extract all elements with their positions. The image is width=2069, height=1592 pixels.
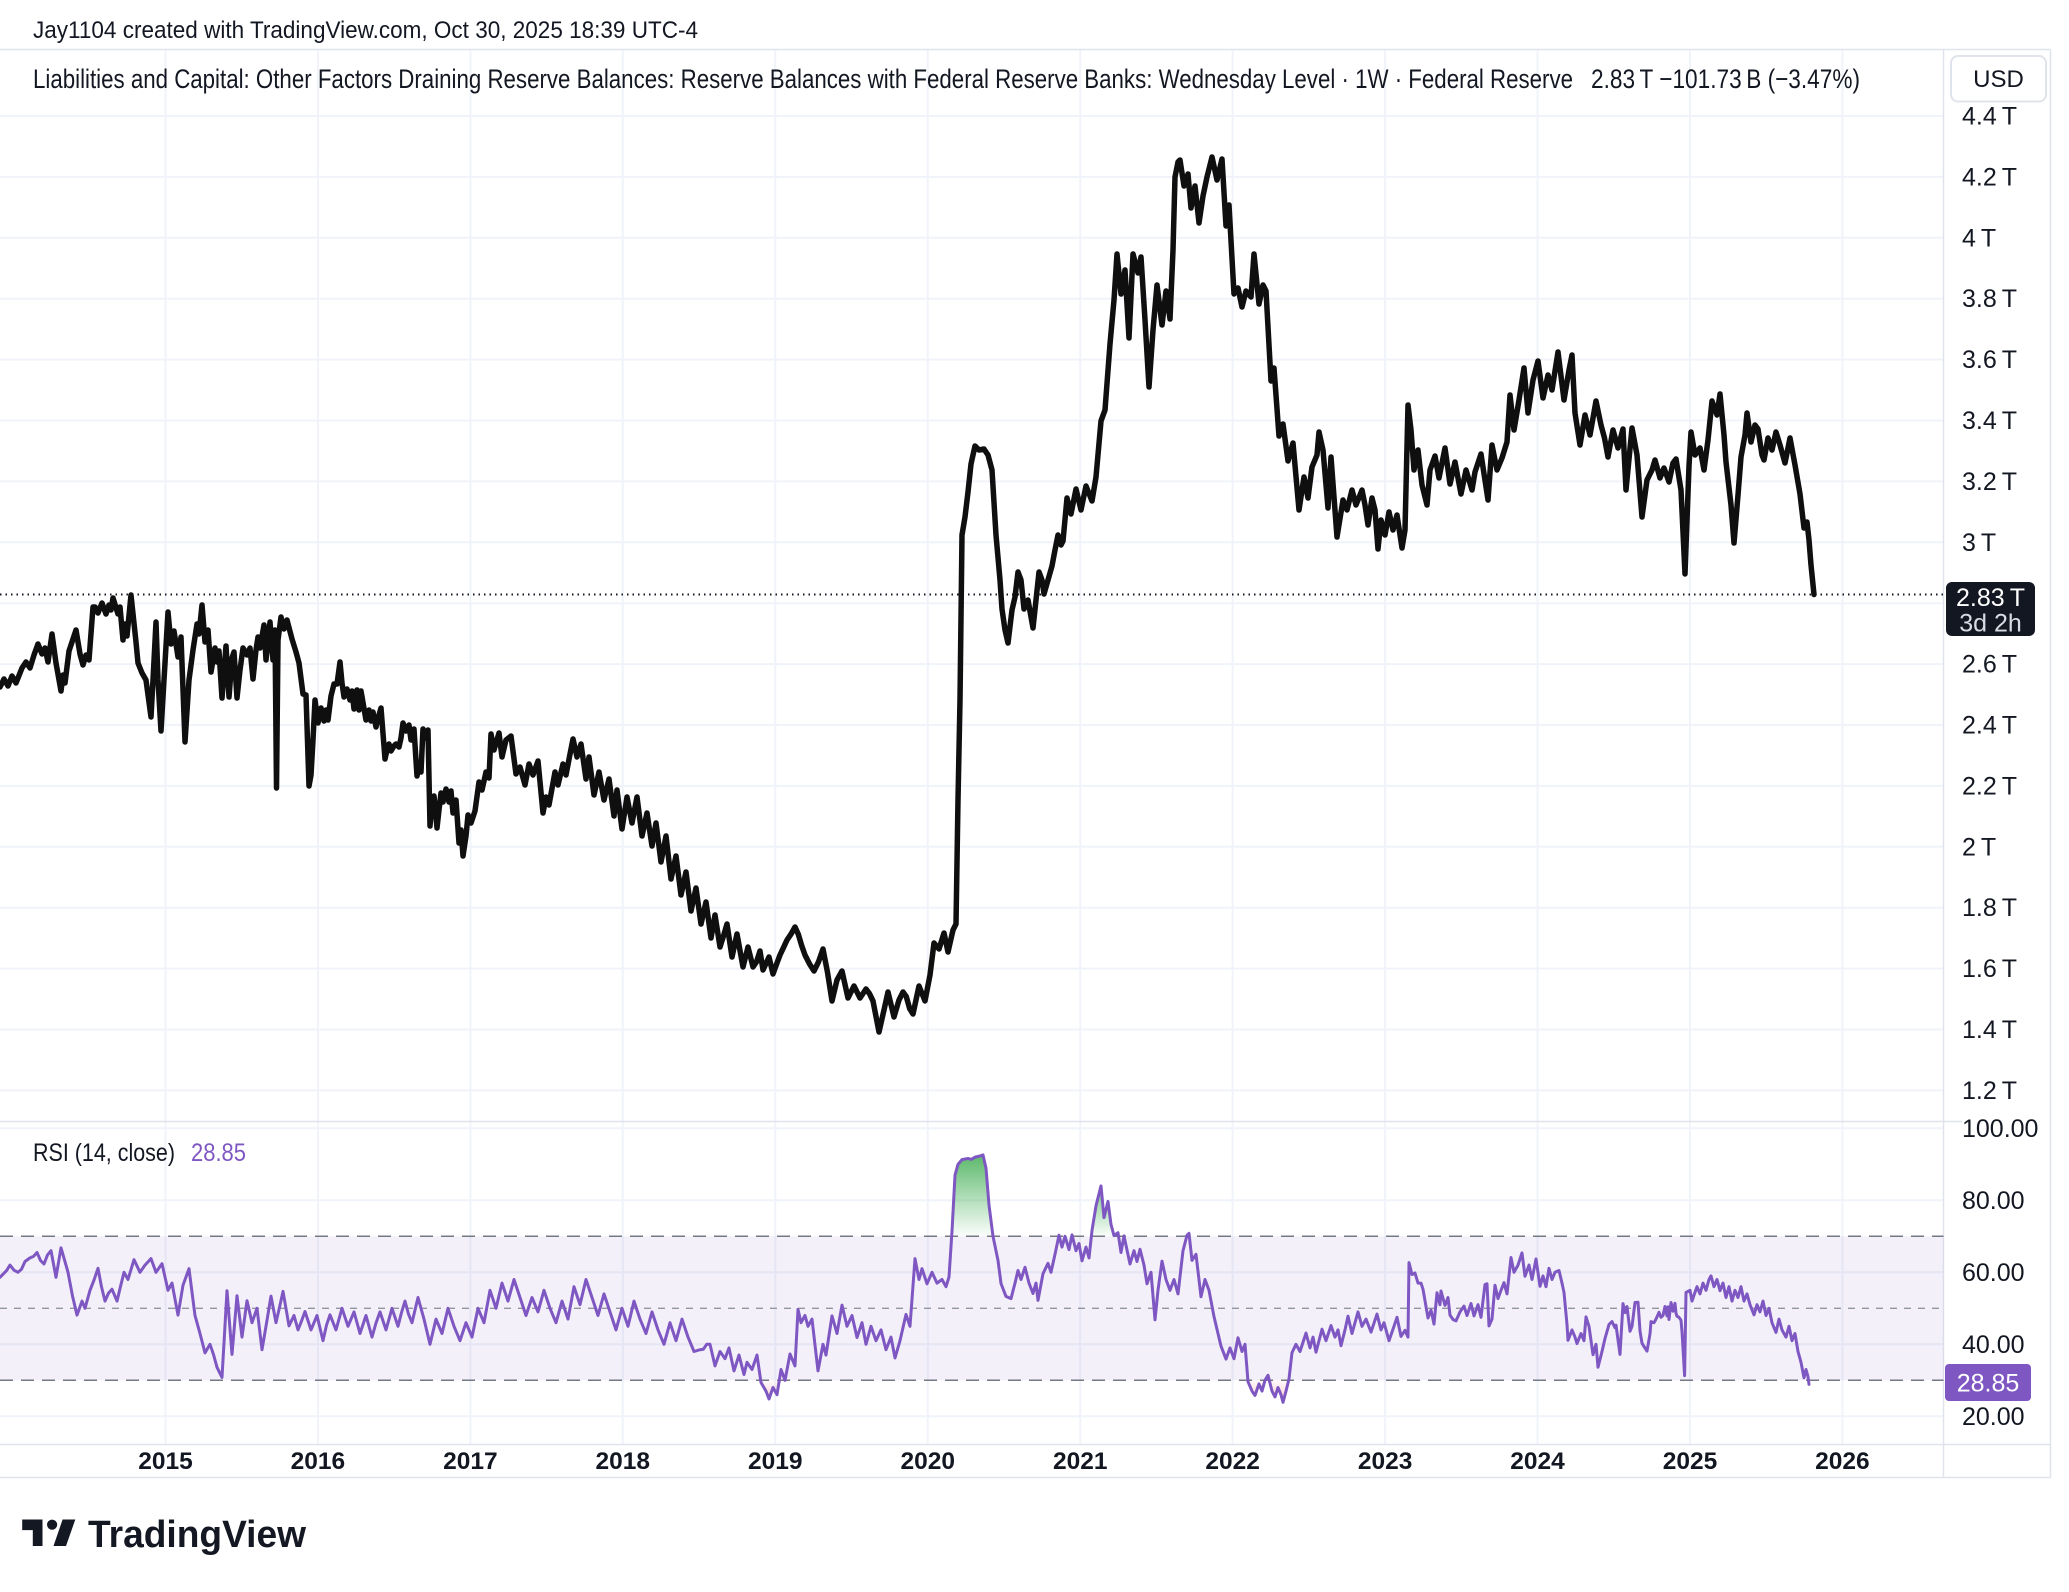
svg-text:20.00: 20.00 [1962, 1403, 2025, 1431]
svg-text:1.8 T: 1.8 T [1962, 894, 2017, 922]
svg-text:4.4 T: 4.4 T [1962, 103, 2017, 131]
svg-text:USD: USD [1973, 66, 2024, 93]
svg-text:2.2 T: 2.2 T [1962, 772, 2017, 800]
svg-text:2017: 2017 [443, 1448, 498, 1475]
svg-text:3 T: 3 T [1962, 529, 1996, 557]
svg-text:2.4 T: 2.4 T [1962, 712, 2017, 740]
svg-text:3.4 T: 3.4 T [1962, 407, 2017, 435]
svg-text:3.2 T: 3.2 T [1962, 468, 2017, 496]
svg-text:40.00: 40.00 [1962, 1331, 2025, 1359]
svg-text:1.4 T: 1.4 T [1962, 1016, 2017, 1044]
svg-text:2021: 2021 [1053, 1448, 1108, 1475]
svg-text:2025: 2025 [1663, 1448, 1718, 1475]
svg-text:80.00: 80.00 [1962, 1187, 2025, 1215]
svg-text:1.6 T: 1.6 T [1962, 955, 2017, 983]
svg-text:2016: 2016 [291, 1448, 346, 1475]
svg-text:Liabilities and Capital: Other: Liabilities and Capital: Other Factors D… [33, 64, 1573, 94]
svg-text:TradingView: TradingView [88, 1514, 306, 1556]
svg-text:2015: 2015 [138, 1448, 193, 1475]
svg-text:2.83 T: 2.83 T [1956, 584, 2025, 612]
svg-text:2019: 2019 [748, 1448, 803, 1475]
svg-text:28.85: 28.85 [1957, 1370, 2020, 1398]
svg-text:4.2 T: 4.2 T [1962, 163, 2017, 191]
svg-text:2022: 2022 [1205, 1448, 1260, 1475]
svg-text:3d 2h: 3d 2h [1959, 610, 2022, 638]
svg-text:100.00: 100.00 [1962, 1115, 2038, 1143]
svg-text:1.2 T: 1.2 T [1962, 1077, 2017, 1105]
svg-text:RSI (14, close): RSI (14, close) [33, 1139, 175, 1167]
svg-text:2026: 2026 [1815, 1448, 1870, 1475]
svg-text:2.6 T: 2.6 T [1962, 651, 2017, 679]
svg-text:4 T: 4 T [1962, 224, 1996, 252]
svg-text:2024: 2024 [1510, 1448, 1565, 1475]
svg-text:2018: 2018 [596, 1448, 651, 1475]
svg-text:Jay1104 created with TradingVi: Jay1104 created with TradingView.com, Oc… [33, 17, 698, 44]
svg-text:28.85: 28.85 [191, 1139, 246, 1167]
svg-text:60.00: 60.00 [1962, 1259, 2025, 1287]
svg-text:3.8 T: 3.8 T [1962, 285, 2017, 313]
svg-text:2023: 2023 [1358, 1448, 1413, 1475]
svg-text:2.83 T −101.73 B (−3.47%): 2.83 T −101.73 B (−3.47%) [1591, 64, 1860, 94]
svg-text:2020: 2020 [901, 1448, 956, 1475]
svg-text:2 T: 2 T [1962, 833, 1996, 861]
svg-text:3.6 T: 3.6 T [1962, 346, 2017, 374]
